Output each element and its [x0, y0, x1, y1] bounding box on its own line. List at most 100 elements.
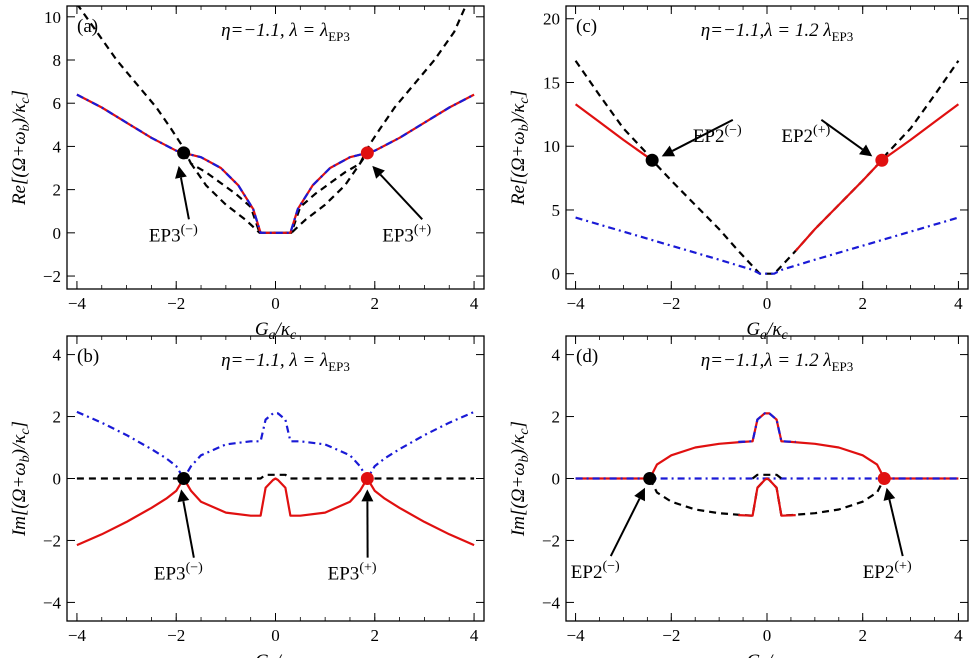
series-line-red-solid	[794, 103, 960, 252]
x-tick-label: −4	[68, 626, 87, 645]
y-tick-label: 0	[53, 224, 62, 243]
x-tick-label: 0	[763, 294, 772, 313]
series-group	[76, 6, 475, 234]
y-tick-label: 0	[53, 470, 62, 489]
series-line-black-dashed	[574, 60, 960, 275]
series-group	[574, 60, 960, 275]
arrow-shaft	[179, 177, 190, 220]
plot-frame	[565, 5, 969, 290]
series-line-red-solid	[76, 477, 475, 547]
x-tick-label: −2	[662, 294, 680, 313]
x-tick-label: −4	[567, 626, 586, 645]
exceptional-point-marker	[877, 472, 891, 485]
exceptional-point-marker	[360, 472, 374, 485]
arrow-shaft	[609, 498, 641, 557]
series-line-black-dashed	[76, 473, 475, 480]
series-line-black-dashed	[648, 477, 886, 517]
series-line-blue-dashdot	[738, 412, 796, 443]
panel-annotation: η=−1.1, λ = λEP3	[221, 20, 350, 44]
panel-b: −4 −2 0 2 4 −4 −2 0 2 4 Ga/κc Im[(Ω+ωb)/κc] (b) η=−1.…	[9, 335, 485, 658]
x-tick-label: 2	[371, 294, 380, 313]
x-tick-label: 4	[470, 626, 479, 645]
y-tick-label: 15	[543, 73, 560, 92]
y-tick-label: −2	[43, 531, 61, 550]
arrow-head	[634, 487, 645, 502]
series-group	[575, 412, 959, 517]
arrow-head	[372, 165, 385, 179]
panel-annotation: η=−1.1,λ = 1.2 λEP3	[701, 20, 854, 44]
y-axis-label: Re[(Ω+ωb)/κc]	[508, 90, 532, 206]
arrow-head	[361, 489, 374, 502]
y-tick-label: 8	[53, 51, 62, 70]
y-tick-label: 0	[552, 265, 561, 284]
y-tick-label: 4	[552, 346, 561, 365]
point-label: EP3(−)	[154, 561, 203, 585]
y-tick-label: −2	[43, 267, 61, 286]
x-tick-label: 2	[371, 626, 380, 645]
x-axis-label: Ga/κc	[255, 651, 297, 658]
y-tick-label: 20	[543, 10, 560, 29]
x-tick-label: 0	[271, 294, 280, 313]
series-line-black-dashed	[751, 473, 783, 480]
x-tick-label: 4	[954, 626, 963, 645]
point-label: EP2(−)	[693, 123, 742, 147]
arrow-head	[177, 489, 190, 503]
exceptional-point-marker	[177, 146, 191, 160]
y-axis-label: Im[(Ω+ωb)/κc]	[9, 421, 33, 537]
x-tick-label: 4	[470, 294, 479, 313]
x-tick-label: 4	[954, 294, 963, 313]
point-label: EP3(+)	[382, 222, 431, 246]
point-label: EP3(+)	[328, 561, 377, 585]
x-tick-label: 2	[858, 626, 867, 645]
y-tick-label: 6	[53, 94, 62, 113]
y-tick-label: 10	[543, 137, 560, 156]
x-tick-label: −4	[567, 294, 586, 313]
point-label: EP3(−)	[149, 222, 198, 246]
panel-annotation: η=−1.1,λ = 1.2 λEP3	[701, 350, 854, 374]
x-tick-label: 2	[858, 294, 867, 313]
point-label: EP2(+)	[863, 559, 912, 583]
series-line-red-solid	[574, 103, 653, 162]
point-label: EP2(+)	[781, 123, 830, 147]
series-group	[76, 410, 475, 547]
panel-label: (a)	[77, 16, 98, 37]
series-line-blue-dashdot	[575, 216, 959, 275]
exceptional-point-marker	[875, 153, 889, 167]
arrow-head	[859, 144, 873, 157]
y-tick-label: −2	[542, 531, 560, 550]
series-line-blue-dashdot	[76, 410, 475, 480]
exceptional-point-marker	[645, 153, 659, 167]
x-tick-label: −2	[167, 626, 185, 645]
y-tick-label: 0	[552, 470, 561, 489]
arrow-head	[883, 487, 896, 501]
panel-label: (c)	[576, 16, 597, 37]
x-tick-label: 0	[271, 626, 280, 645]
panel-d: −4 −2 0 2 4 −4 −2 0 2 4 Ga/κc Im[(Ω+ωb)/κc] (d) η=−1.…	[508, 335, 969, 658]
x-tick-label: 0	[763, 626, 772, 645]
plot-frame	[66, 5, 485, 290]
series-line-black-dashed	[182, 152, 369, 234]
y-tick-label: 2	[53, 181, 62, 200]
x-axis-label: Ga/κc	[746, 651, 788, 658]
y-tick-label: 4	[53, 137, 62, 156]
x-tick-label: −2	[167, 294, 185, 313]
y-tick-label: 2	[552, 408, 561, 427]
arrow-shaft	[888, 499, 904, 557]
panel-annotation: η=−1.1, λ = λEP3	[221, 350, 350, 374]
y-tick-label: −4	[542, 593, 561, 612]
arrow-shaft	[820, 119, 864, 151]
y-axis-label: Re[(Ω+ωb)/κc]	[9, 90, 33, 206]
exceptional-point-marker	[177, 472, 191, 485]
y-axis-label: Im[(Ω+ωb)/κc]	[508, 421, 532, 537]
panel-label: (d)	[576, 346, 598, 367]
exceptional-point-marker	[360, 146, 374, 160]
panel-label: (b)	[77, 346, 99, 367]
point-label: EP2(−)	[571, 559, 620, 583]
x-tick-label: −2	[662, 626, 680, 645]
series-line-red-solid	[648, 412, 886, 480]
y-tick-label: −4	[43, 593, 62, 612]
y-tick-label: 5	[552, 201, 561, 220]
x-tick-label: −4	[68, 294, 87, 313]
